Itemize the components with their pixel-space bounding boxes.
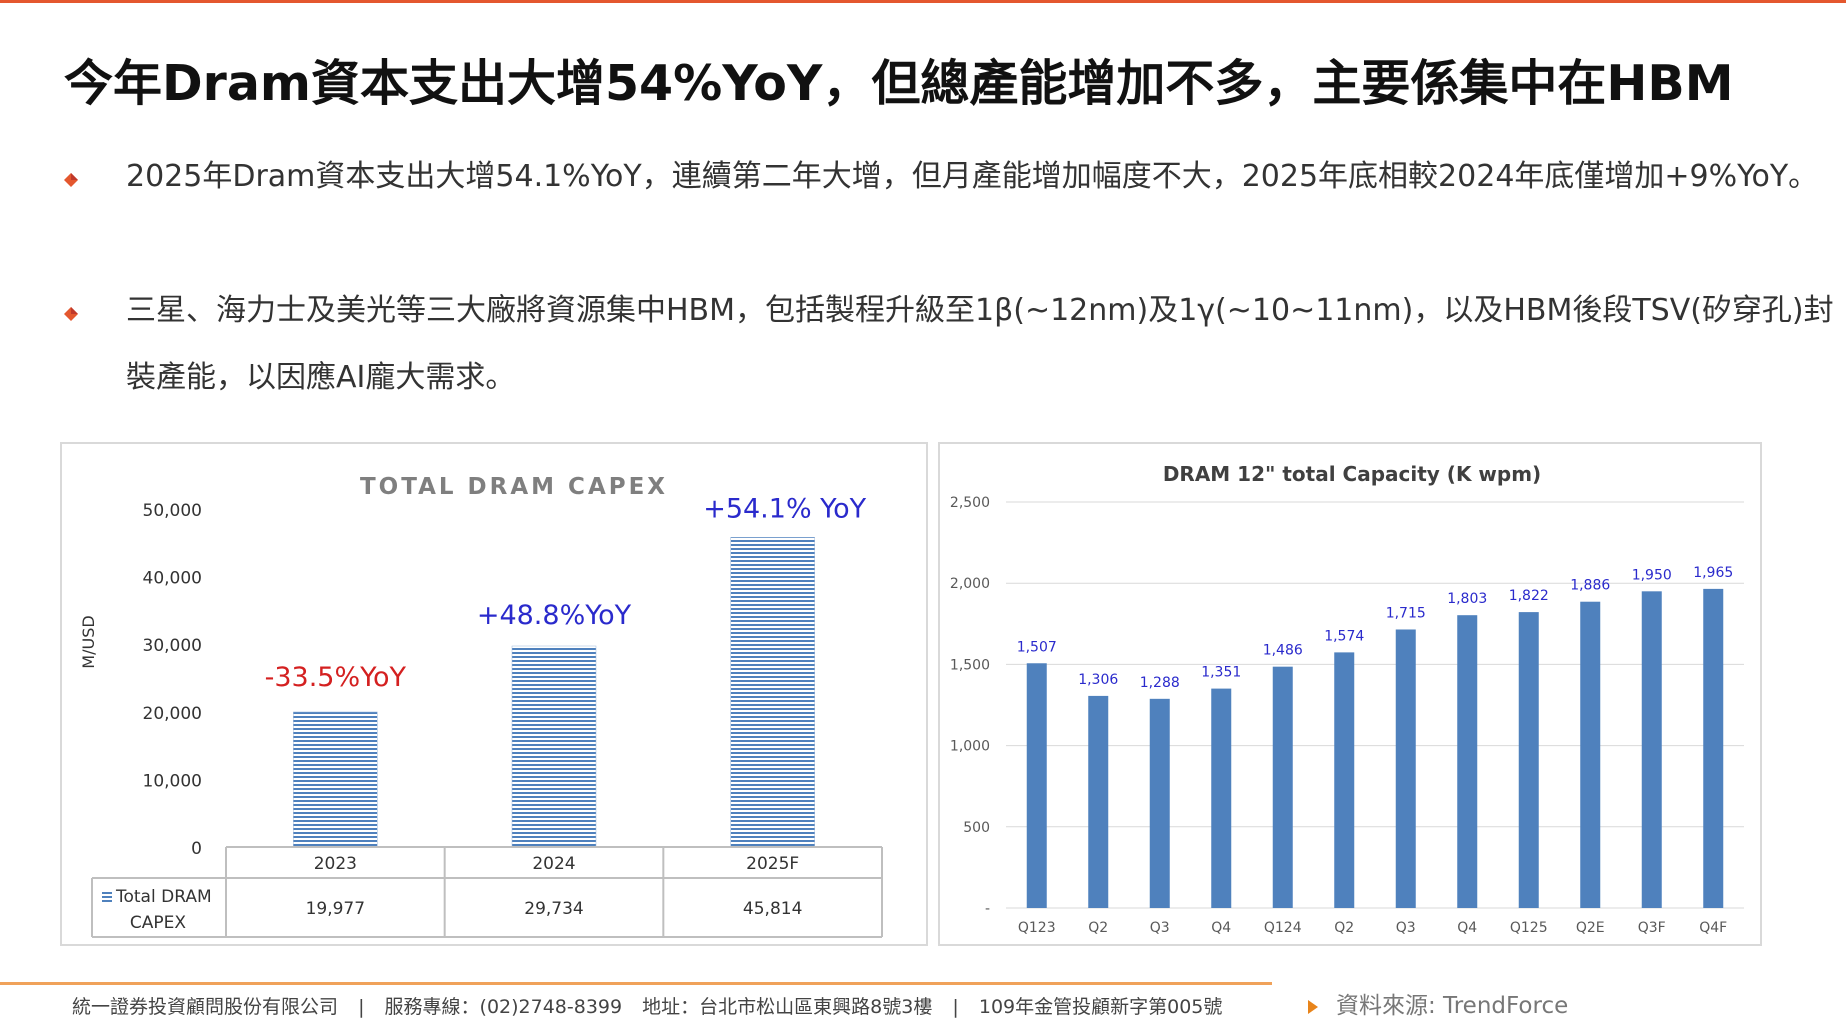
x-tick-label: Q124: [1264, 920, 1302, 936]
x-tick-label: Q2: [1088, 920, 1108, 936]
x-tick-label: Q4: [1457, 920, 1477, 936]
footer-separator: |: [952, 996, 959, 1018]
table-value: 29,734: [524, 899, 583, 919]
capacity-bar: [1457, 615, 1478, 908]
bullet-item: 三星、海力士及美光等三大廠將資源集中HBM，包括製程升級至1β(~12nm)及1…: [64, 285, 1834, 419]
x-tick-label: Q2: [1334, 920, 1354, 936]
capacity-bar: [1395, 629, 1416, 908]
y-tick-label: 10,000: [143, 771, 202, 791]
capacity-bar: [1580, 601, 1601, 908]
y-tick-label: 20,000: [143, 704, 202, 724]
capex-bar: [730, 537, 815, 848]
footer-divider: [0, 982, 1272, 985]
capacity-bar: [1334, 652, 1355, 908]
table-value: 19,977: [306, 899, 365, 919]
x-tick-label: 2025F: [746, 854, 799, 874]
capex-chart-panel: TOTAL DRAM CAPEX M/USD 0 10,000 20,000 30,0…: [60, 442, 928, 946]
data-label: 1,886: [1570, 578, 1610, 594]
x-tick-label: Q125: [1510, 920, 1548, 936]
capacity-bar: [1211, 688, 1232, 908]
footer-info: 統一證券投資顧問股份有限公司 | 服務專線：(02)2748-8399 地址：台…: [72, 992, 1222, 1019]
legend-swatch: [102, 892, 112, 902]
y-tick-label: 1,500: [950, 657, 990, 673]
data-label: 1,822: [1509, 588, 1549, 604]
legend-label: Total DRAM: [115, 887, 212, 907]
data-label: 1,965: [1693, 565, 1733, 581]
table-value: 45,814: [743, 899, 802, 919]
footer-address: 台北市松山區東興路8號3樓: [699, 996, 933, 1018]
capacity-bar: [1703, 588, 1724, 908]
capacity-bar: [1518, 612, 1539, 908]
page-title: 今年Dram資本支出大增54%YoY，但總產能增加不多，主要係集中在HBM: [64, 55, 1734, 112]
x-tick-label: Q3: [1150, 920, 1170, 936]
y-tick-label: 30,000: [143, 636, 202, 656]
bullet-text: 三星、海力士及美光等三大廠將資源集中HBM，包括製程升級至1β(~12nm)及1…: [126, 293, 1834, 395]
bullet-text: 2025年Dram資本支出大增54.1%YoY，連續第二年大增，但月產能增加幅度…: [126, 159, 1819, 194]
yoy-annotation: -33.5%YoY: [265, 662, 407, 693]
capacity-bar: [1026, 663, 1047, 908]
data-label: 1,574: [1324, 628, 1364, 644]
bullet-item: 2025年Dram資本支出大增54.1%YoY，連續第二年大增，但月產能增加幅度…: [64, 151, 1824, 285]
diamond-bullet-icon: [64, 173, 78, 187]
x-tick-label: Q3: [1396, 920, 1416, 936]
footer-company: 統一證券投資顧問股份有限公司: [72, 996, 339, 1018]
yoy-annotation: +48.8%YoY: [477, 600, 632, 631]
source-note: 資料來源: TrendForce: [1308, 986, 1568, 1020]
data-label: 1,351: [1201, 665, 1241, 681]
legend-label: CAPEX: [130, 913, 186, 933]
y-tick-label: 50,000: [143, 501, 202, 521]
capex-chart: TOTAL DRAM CAPEX M/USD 0 10,000 20,000 30,0…: [79, 474, 883, 938]
capacity-bar: [1641, 591, 1662, 908]
data-label: 1,486: [1263, 643, 1303, 659]
y-tick-label: 2,000: [950, 576, 990, 592]
y-tick-label: 1,000: [950, 739, 990, 755]
chart-title: DRAM 12" total Capacity (K wpm): [1163, 462, 1541, 486]
data-label: 1,715: [1386, 605, 1426, 621]
x-tick-label: 2023: [314, 854, 357, 874]
y-tick-label: 2,500: [950, 495, 990, 511]
x-tick-label: Q2E: [1576, 920, 1605, 936]
data-label: 1,288: [1140, 675, 1180, 691]
footer-phone: (02)2748-8399: [479, 996, 623, 1018]
data-label: 1,950: [1632, 567, 1672, 583]
chart-title: TOTAL DRAM CAPEX: [360, 474, 668, 500]
capacity-chart-panel: DRAM 12" total Capacity (K wpm) - 500 1,00…: [938, 442, 1762, 946]
y-tick-label: 40,000: [143, 569, 202, 589]
top-accent-line: [0, 0, 1846, 3]
capex-bar: [511, 645, 597, 848]
data-label: 1,803: [1447, 591, 1487, 607]
x-tick-label: 2024: [532, 854, 575, 874]
capex-bar: [293, 711, 378, 848]
x-tick-label: Q4F: [1699, 920, 1727, 936]
y-axis-label: M/USD: [79, 615, 98, 668]
x-tick-label: Q4: [1211, 920, 1231, 936]
x-tick-label: Q123: [1018, 920, 1056, 936]
capacity-bar: [1272, 666, 1293, 908]
y-tick-label: 0: [191, 839, 202, 859]
capacity-bar: [1088, 695, 1109, 908]
capacity-bar: [1149, 698, 1170, 908]
footer-license: 109年金管投顧新字第005號: [978, 996, 1223, 1018]
capacity-chart: DRAM 12" total Capacity (K wpm) - 500 1,00…: [950, 462, 1744, 936]
data-label: 1,306: [1078, 672, 1118, 688]
yoy-annotation: +54.1% YoY: [703, 493, 866, 524]
footer-separator: |: [358, 996, 365, 1018]
x-tick-label: Q3F: [1638, 920, 1666, 936]
diamond-bullet-icon: [64, 307, 78, 321]
footer-phone-label: 服務專線：: [384, 996, 480, 1018]
arrow-bullet-icon: [1308, 999, 1318, 1014]
data-label: 1,507: [1017, 639, 1057, 655]
y-tick-label: 500: [963, 820, 990, 836]
y-tick-label: -: [985, 901, 990, 917]
footer-address-label: 地址：: [642, 996, 700, 1018]
source-text: 資料來源: TrendForce: [1336, 993, 1569, 1019]
